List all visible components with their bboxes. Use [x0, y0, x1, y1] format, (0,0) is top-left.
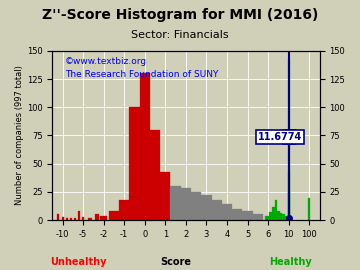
- Text: Healthy: Healthy: [269, 257, 312, 267]
- Bar: [82, 217, 85, 220]
- Text: Score: Score: [161, 257, 192, 267]
- Bar: [109, 211, 119, 220]
- Bar: [181, 188, 191, 220]
- Bar: [160, 171, 171, 220]
- Bar: [272, 207, 275, 220]
- Bar: [140, 73, 150, 220]
- Bar: [212, 200, 222, 220]
- Bar: [62, 217, 64, 220]
- Y-axis label: Number of companies (997 total): Number of companies (997 total): [15, 66, 24, 205]
- Text: Z''-Score Histogram for MMI (2016): Z''-Score Histogram for MMI (2016): [42, 8, 318, 22]
- Bar: [269, 212, 272, 220]
- Bar: [171, 186, 181, 220]
- Bar: [88, 218, 92, 220]
- Bar: [70, 218, 72, 220]
- Bar: [191, 192, 201, 220]
- Bar: [57, 214, 59, 220]
- Bar: [129, 107, 140, 220]
- Bar: [265, 215, 271, 220]
- Bar: [242, 211, 253, 220]
- Text: Unhealthy: Unhealthy: [50, 257, 107, 267]
- Bar: [275, 200, 277, 220]
- Bar: [288, 215, 290, 220]
- Bar: [201, 195, 212, 220]
- Bar: [285, 215, 287, 220]
- Bar: [100, 215, 107, 220]
- Bar: [74, 218, 76, 220]
- Text: The Research Foundation of SUNY: The Research Foundation of SUNY: [64, 70, 218, 79]
- Bar: [150, 130, 160, 220]
- Bar: [253, 214, 263, 220]
- Bar: [288, 192, 290, 220]
- Bar: [95, 214, 99, 220]
- Text: ©www.textbiz.org: ©www.textbiz.org: [64, 56, 147, 66]
- Bar: [309, 198, 310, 220]
- Bar: [222, 204, 232, 220]
- Bar: [282, 214, 285, 220]
- Bar: [280, 213, 282, 220]
- Bar: [232, 209, 242, 220]
- Bar: [277, 211, 280, 220]
- Bar: [119, 200, 129, 220]
- Bar: [66, 218, 68, 220]
- Bar: [288, 171, 289, 220]
- Bar: [288, 59, 290, 220]
- Text: 11.6774: 11.6774: [258, 131, 302, 142]
- Text: Sector: Financials: Sector: Financials: [131, 30, 229, 40]
- Bar: [78, 211, 80, 220]
